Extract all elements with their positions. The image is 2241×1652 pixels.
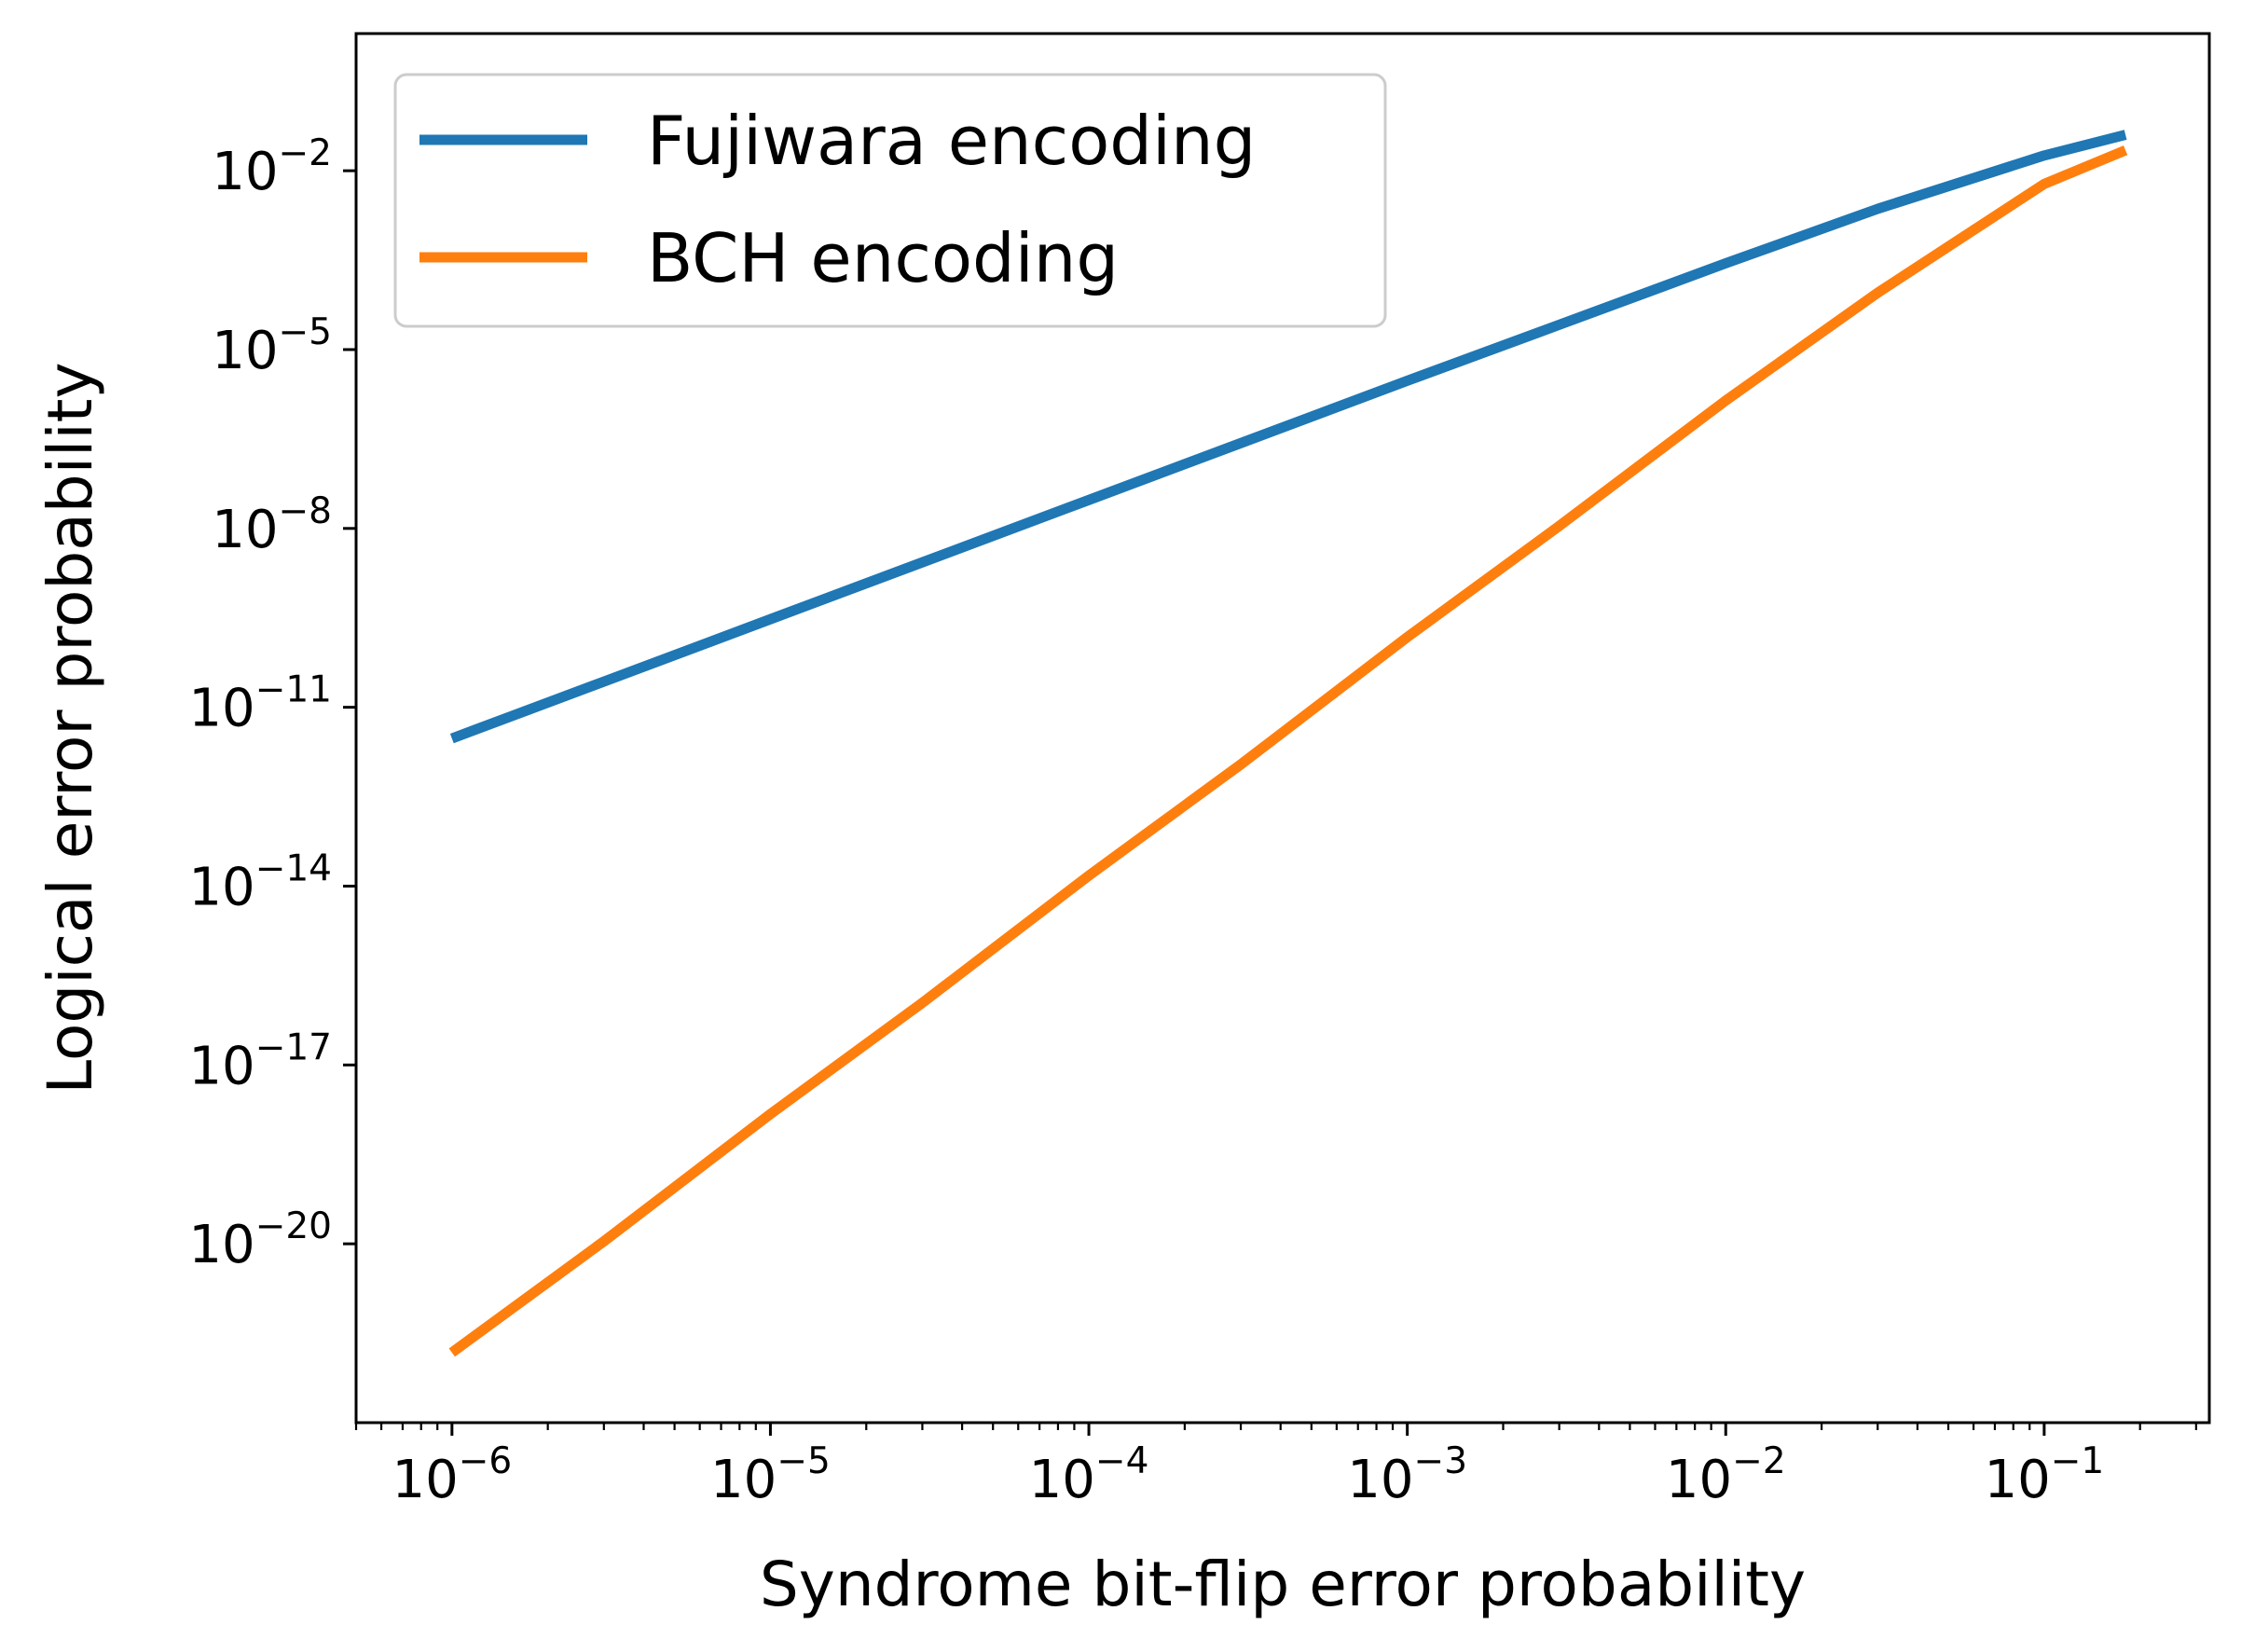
series-layer	[448, 130, 2128, 1357]
plot-frame	[354, 32, 2211, 1425]
series-line-1	[449, 130, 2127, 744]
y-tick-label: 10−5	[212, 311, 332, 381]
series-line-2	[448, 145, 2128, 1357]
x-axis: 10−6 10−5 10−4 10−3 10−2 10−1	[354, 1423, 2197, 1510]
y-tick-label: 10−20	[188, 1205, 332, 1275]
legend-box	[393, 73, 1387, 328]
legend: Fujiwara encoding BCH encoding	[393, 73, 1387, 328]
y-tick-label: 10−14	[188, 847, 332, 917]
y-axis: 10−2 10−5 10−8 10−11 10−14 10−17 10−20	[188, 132, 356, 1275]
y-tick-label: 10−17	[188, 1026, 332, 1096]
x-tick-label: 10−5	[710, 1440, 831, 1510]
x-axis-title: Syndrome bit-flip error probability	[760, 1549, 1806, 1620]
y-tick-label: 10−11	[188, 669, 332, 739]
y-axis-title: Logical error probability	[34, 362, 106, 1094]
y-tick-label: 10−8	[212, 490, 332, 560]
x-tick-label: 10−6	[392, 1440, 512, 1510]
x-tick-label: 10−4	[1029, 1440, 1149, 1510]
x-tick-label: 10−2	[1666, 1440, 1786, 1510]
x-tick-label: 10−3	[1347, 1440, 1467, 1510]
x-tick-label: 10−1	[1984, 1440, 2104, 1510]
legend-label-1: Fujiwara encoding	[647, 102, 1256, 180]
legend-label-2: BCH encoding	[647, 219, 1119, 297]
y-tick-label: 10−2	[212, 132, 332, 202]
